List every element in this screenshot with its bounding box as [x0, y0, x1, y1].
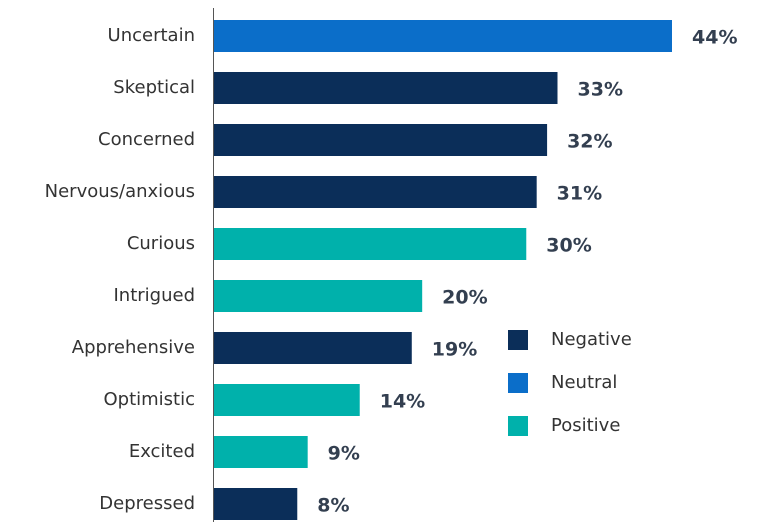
legend-label: Negative	[551, 329, 632, 350]
legend-label: Positive	[551, 415, 620, 436]
data-label: 31%	[557, 183, 602, 205]
y-tick-label: Curious	[127, 233, 195, 254]
bar	[214, 384, 360, 416]
legend-swatch	[508, 330, 528, 350]
data-label: 33%	[578, 79, 623, 101]
bar	[214, 20, 672, 52]
data-label: 19%	[432, 339, 477, 361]
bar	[214, 176, 537, 208]
bar	[214, 332, 412, 364]
bar	[214, 228, 527, 260]
bar	[214, 436, 308, 468]
y-tick-label: Skeptical	[113, 77, 195, 98]
bar	[214, 488, 298, 520]
y-tick-label: Intrigued	[113, 285, 195, 306]
data-label: 8%	[317, 495, 349, 517]
y-tick-label: Uncertain	[108, 25, 195, 46]
data-label: 20%	[442, 287, 487, 309]
legend-label: Neutral	[551, 372, 617, 393]
data-label: 9%	[328, 443, 360, 465]
data-label: 44%	[692, 27, 737, 49]
bar	[214, 124, 548, 156]
y-tick-label: Nervous/anxious	[45, 181, 195, 202]
y-tick-label: Excited	[129, 441, 195, 462]
y-tick-label: Apprehensive	[72, 337, 195, 358]
data-label: 14%	[380, 391, 425, 413]
bar	[214, 72, 558, 104]
y-tick-label: Concerned	[98, 129, 195, 150]
legend-swatch	[508, 416, 528, 436]
y-tick-label: Optimistic	[103, 389, 195, 410]
y-tick-label: Depressed	[99, 493, 195, 514]
data-label: 30%	[546, 235, 591, 257]
legend-swatch	[508, 373, 528, 393]
data-label: 32%	[567, 131, 612, 153]
bar	[214, 280, 423, 312]
